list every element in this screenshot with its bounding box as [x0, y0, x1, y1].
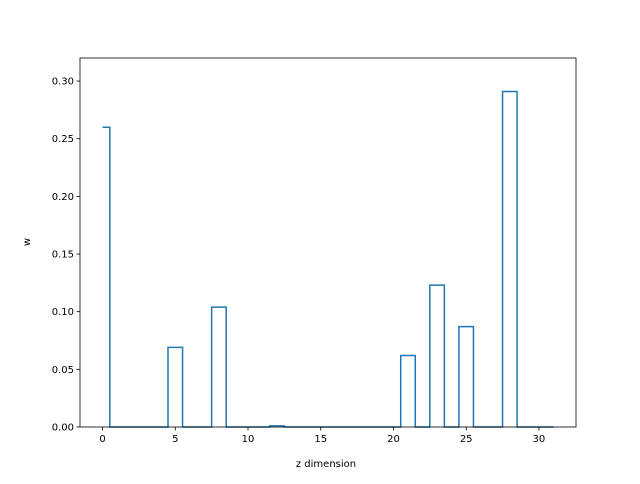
- x-tick-label: 0: [99, 434, 105, 445]
- x-tick-label: 10: [242, 434, 255, 445]
- x-axis: 0 5 10 15 20 25 30: [99, 427, 545, 445]
- y-tick-label: 0.20: [52, 192, 74, 203]
- x-axis-label: z dimension: [296, 459, 356, 470]
- x-tick-label: 20: [387, 434, 400, 445]
- x-tick-label: 25: [460, 434, 473, 445]
- plot-area: [79, 57, 577, 428]
- y-tick-label: 0.30: [52, 77, 74, 88]
- y-axis: 0.00 0.05 0.10 0.15 0.20 0.25 0.30: [52, 77, 80, 434]
- series-line: [102, 90, 554, 428]
- y-tick-label: 0.05: [52, 365, 74, 376]
- y-tick-label: 0.10: [52, 307, 74, 318]
- x-tick-label: 15: [314, 434, 327, 445]
- y-axis-label: w: [22, 238, 33, 246]
- x-tick-label: 5: [172, 434, 178, 445]
- y-tick-label: 0.25: [52, 134, 74, 145]
- y-tick-label: 0.00: [52, 423, 74, 434]
- axes-frame: [79, 57, 577, 428]
- x-tick-label: 30: [533, 434, 546, 445]
- y-tick-label: 0.15: [52, 250, 74, 261]
